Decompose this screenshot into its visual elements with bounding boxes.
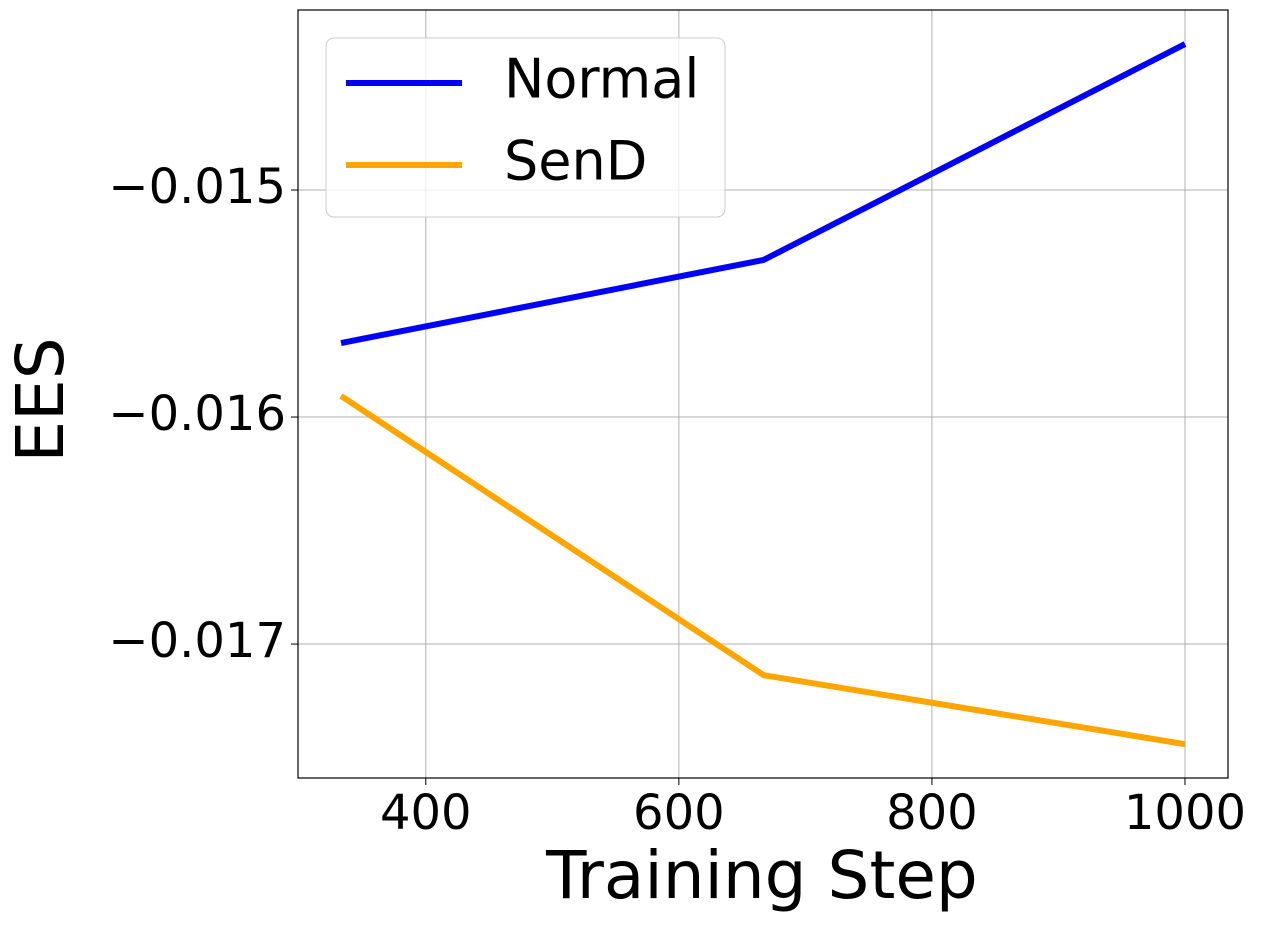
y-tick-label: −0.015 [108, 159, 286, 215]
x-tick-label: 600 [633, 785, 725, 841]
x-axis-label: Training Step [545, 837, 978, 914]
y-tick-label: −0.017 [108, 613, 286, 669]
y-tick-label: −0.016 [108, 386, 286, 442]
legend: Normal SenD [325, 37, 726, 218]
x-tick-label: 800 [886, 785, 978, 841]
legend-label: Normal [504, 48, 699, 111]
data-line [340, 41, 1187, 346]
y-axis-label: EES [2, 337, 79, 462]
data-line [339, 393, 1186, 748]
x-tick-label: 1000 [1124, 785, 1246, 841]
legend-label: SenD [504, 130, 647, 193]
plot-frame [297, 9, 1229, 779]
x-tick-label: 400 [380, 785, 472, 841]
